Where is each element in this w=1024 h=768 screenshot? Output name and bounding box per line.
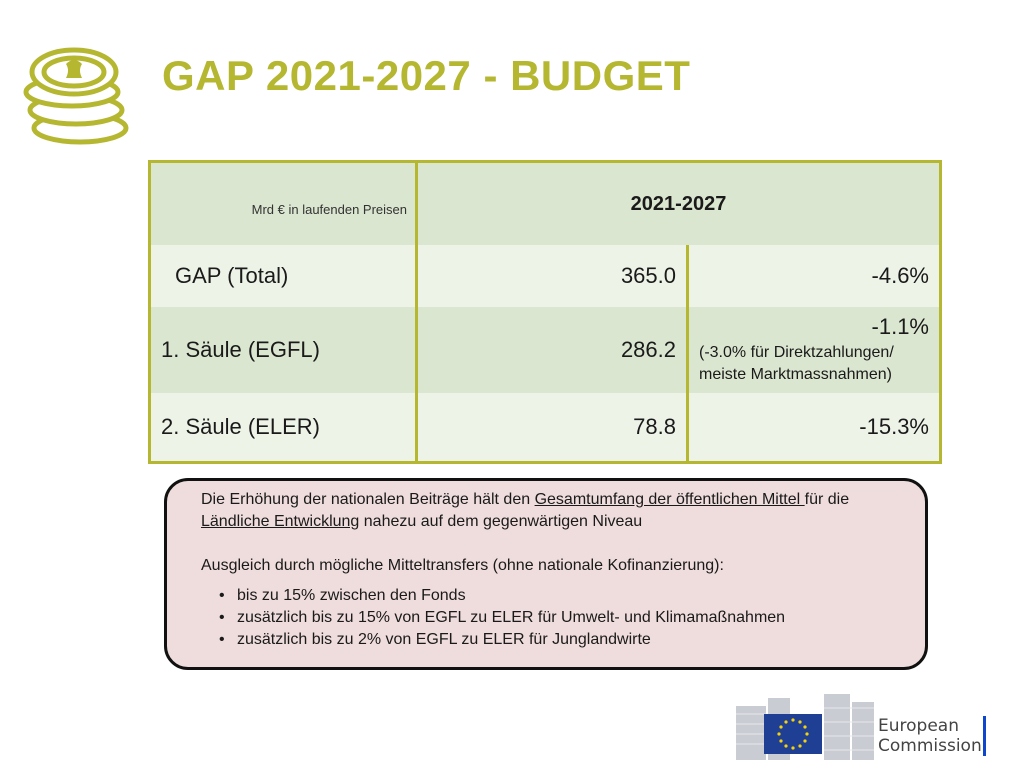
row-change: -1.1% (-3.0% für Direktzahlungen/ meiste… bbox=[687, 307, 941, 393]
row-value: 286.2 bbox=[416, 307, 689, 393]
row-label: 1. Säule (EGFL) bbox=[149, 307, 418, 393]
european-commission-logo bbox=[736, 694, 874, 760]
row-value: 78.8 bbox=[416, 393, 689, 463]
table-row: 2. Säule (ELER) 78.8 -15.3% bbox=[149, 393, 941, 463]
eu-flag-icon bbox=[764, 714, 822, 754]
link-gesamtumfang[interactable]: Gesamtumfang der öffentlichen Mittel bbox=[534, 491, 805, 508]
list-item: zusätzlich bis zu 2% von EGFL zu ELER fü… bbox=[219, 629, 913, 651]
ec-divider bbox=[983, 716, 986, 756]
info-paragraph-2: Ausgleich durch mögliche Mitteltransfers… bbox=[201, 557, 724, 574]
row-value: 365.0 bbox=[416, 245, 689, 307]
list-item: bis zu 15% zwischen den Fonds bbox=[219, 585, 913, 607]
row-change: -4.6% bbox=[687, 245, 941, 307]
row-label: 2. Säule (ELER) bbox=[149, 393, 418, 463]
row-label: GAP (Total) bbox=[149, 245, 418, 307]
ec-wordmark: European Commission bbox=[878, 716, 982, 756]
row-change-note: (-3.0% für Direktzahlungen/ meiste Markt… bbox=[699, 344, 894, 383]
list-item: zusätzlich bis zu 15% von EGFL zu ELER f… bbox=[219, 607, 913, 629]
info-paragraph-1: Die Erhöhung der nationalen Beiträge häl… bbox=[201, 491, 850, 530]
info-box: Die Erhöhung der nationalen Beiträge häl… bbox=[164, 478, 928, 670]
table-row: GAP (Total) 365.0 -4.6% bbox=[149, 245, 941, 307]
page-title: GAP 2021-2027 - BUDGET bbox=[162, 52, 691, 99]
budget-table: Mrd € in laufenden Preisen 2021-2027 GAP… bbox=[148, 160, 942, 464]
unit-label: Mrd € in laufenden Preisen bbox=[149, 161, 418, 245]
table-row: 1. Säule (EGFL) 286.2 -1.1% (-3.0% für D… bbox=[149, 307, 941, 393]
row-change: -15.3% bbox=[687, 393, 941, 463]
table-header-row: Mrd € in laufenden Preisen 2021-2027 bbox=[149, 161, 941, 245]
coins-icon bbox=[23, 47, 129, 145]
period-header: 2021-2027 bbox=[416, 161, 941, 245]
link-laendliche-entwicklung[interactable]: Ländliche Entwicklung bbox=[201, 513, 360, 530]
bullet-list: bis zu 15% zwischen den Fonds zusätzlich… bbox=[201, 585, 913, 651]
